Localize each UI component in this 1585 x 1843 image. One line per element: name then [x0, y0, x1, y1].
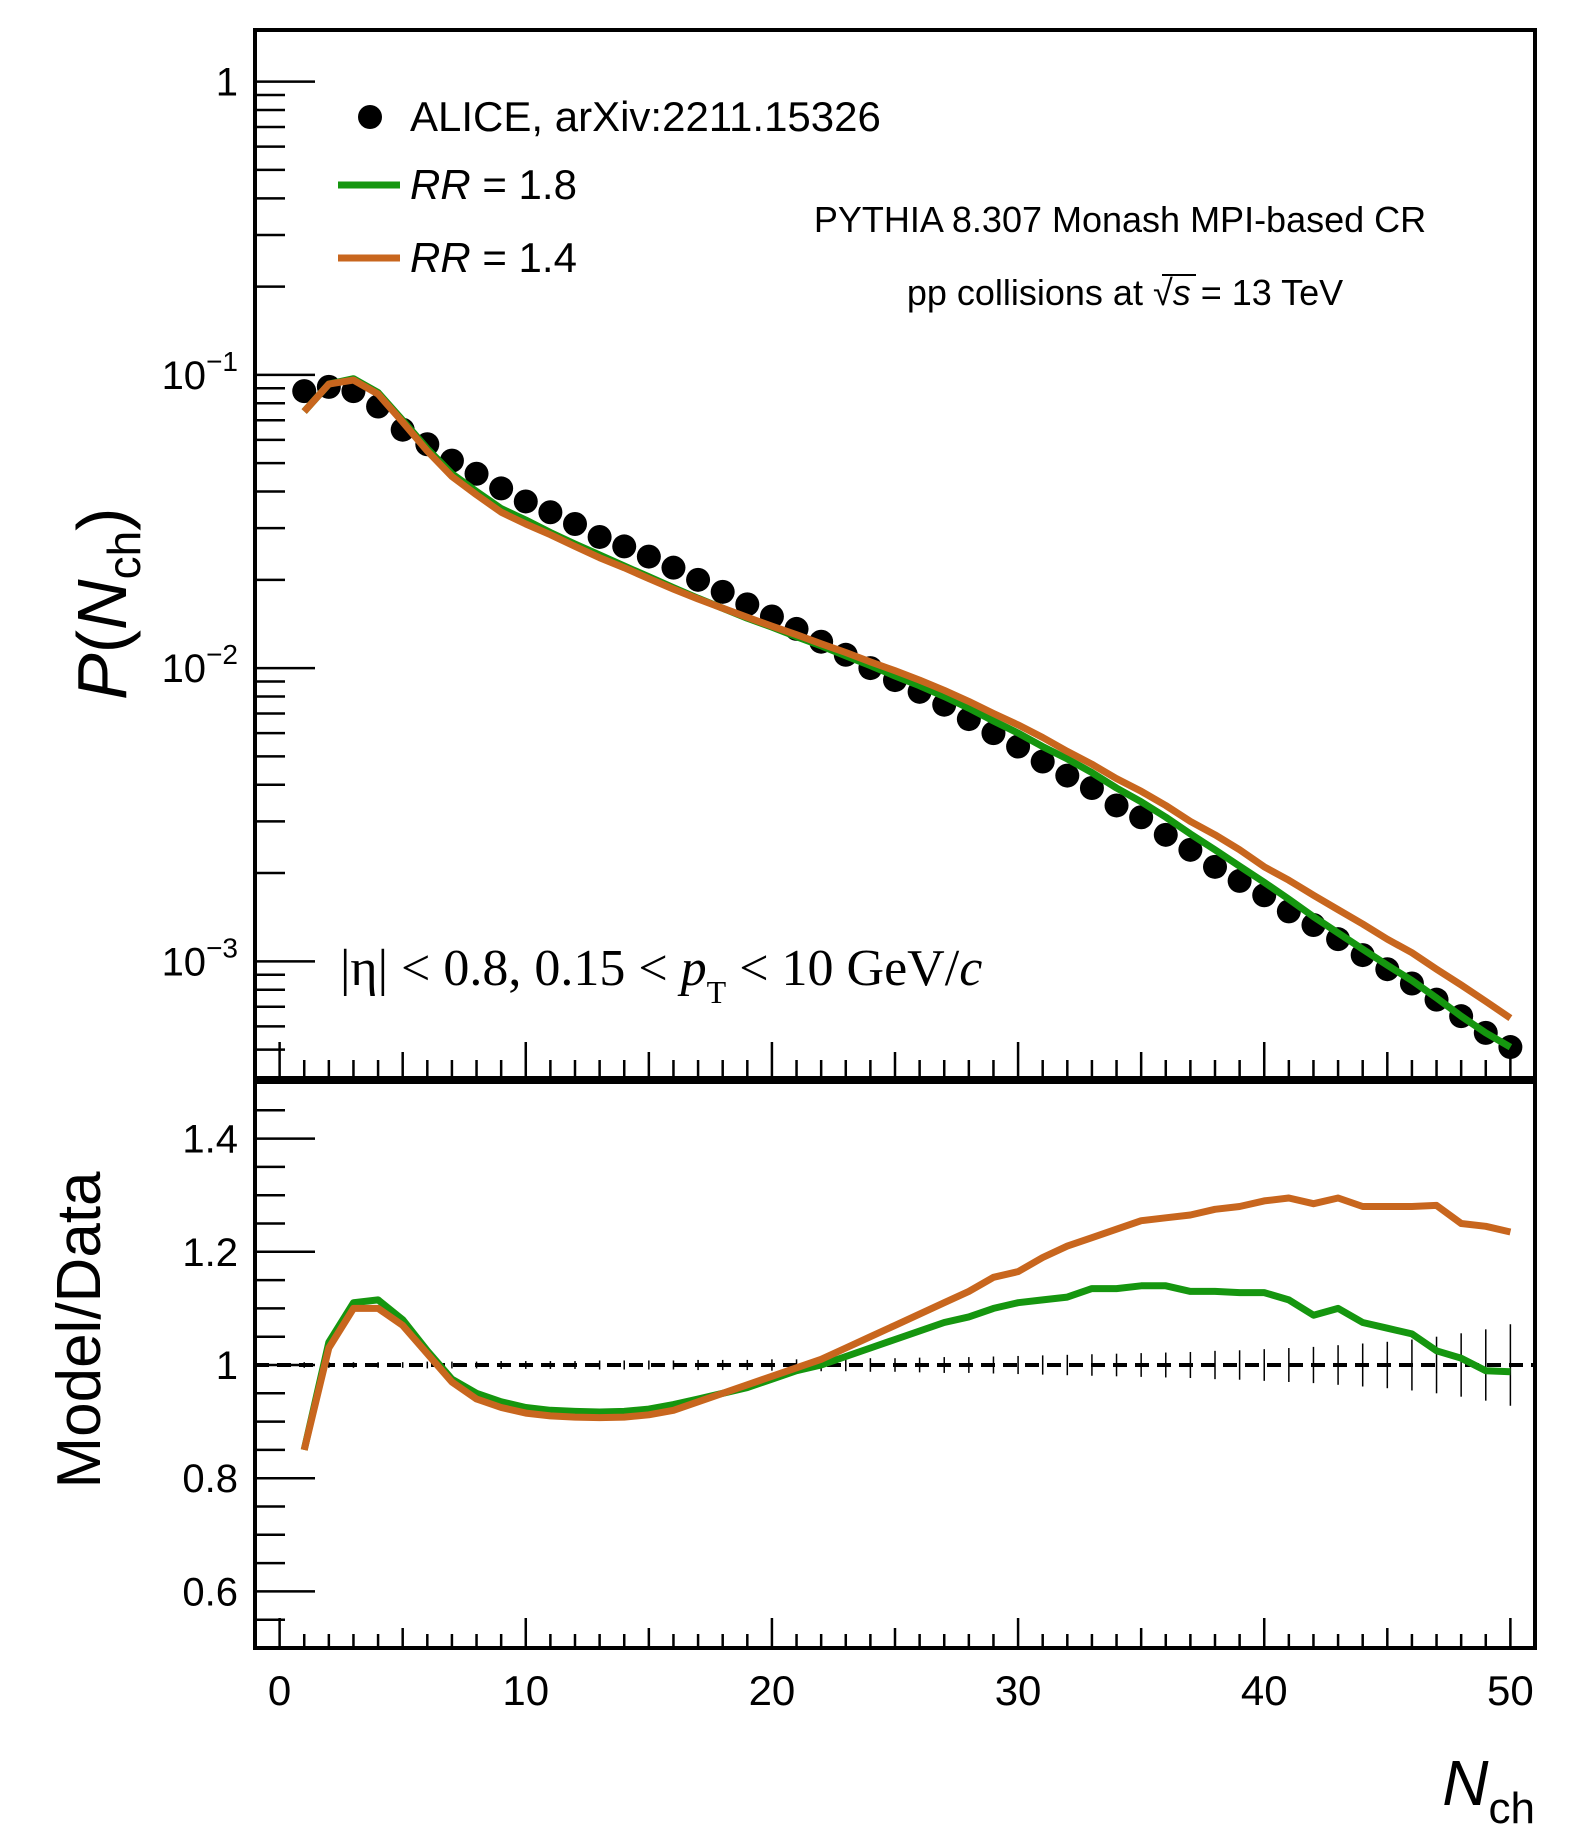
cuts-t: T: [707, 974, 727, 1010]
y-title-close-paren: ): [63, 508, 141, 531]
bottom-x-axis-title: Nch: [1442, 1747, 1535, 1833]
top-y-tick-label: 10−2: [162, 639, 238, 691]
bottom-panel: 0.6 0.8 1 1.2 1.4 0 10 20 30 40 50 Model/Data Nch: [45, 1080, 1537, 1833]
y-title-open-paren: (: [63, 630, 141, 653]
alice-data-point: [1227, 868, 1252, 893]
bottom-x-tick-label: 10: [502, 1667, 549, 1714]
alice-data-point: [1178, 837, 1203, 862]
alice-data-point: [612, 534, 637, 559]
top-y-tick-labels: 110−110−210−3: [162, 61, 238, 985]
alice-data-point: [735, 592, 760, 617]
bottom-y-tick-label: 1.2: [182, 1231, 238, 1275]
bottom-x-tick-labels: 0 10 20 30 40 50: [268, 1667, 1534, 1714]
alice-data-point: [686, 567, 711, 592]
top-y-tick-exp: −1: [206, 346, 238, 377]
alice-data-point: [489, 476, 514, 501]
annotation-collisions-s: s: [1173, 272, 1191, 313]
legend-marker-alice: [358, 105, 382, 129]
top-y-axis-title: P(Nch): [63, 508, 150, 700]
annotation-collisions-space: √: [1143, 272, 1173, 313]
top-plot-frame: [253, 28, 1537, 1080]
bottom-x-tick-label: 0: [268, 1667, 291, 1714]
y-title-sub: ch: [98, 531, 150, 580]
x-title-sub: ch: [1489, 1784, 1535, 1833]
bottom-x-tick-label: 40: [1241, 1667, 1288, 1714]
top-y-tick-base: 10: [162, 354, 207, 398]
top-y-tick-label: 10−3: [162, 932, 238, 984]
alice-data-point: [710, 579, 735, 604]
bottom-series: [300, 1194, 1512, 1451]
top-y-tick-base: 10: [162, 647, 207, 691]
legend-rr18-prefix: RR: [410, 161, 471, 208]
top-y-tick-exp: −3: [206, 932, 238, 963]
bottom-y-axis-title: Model/Data: [45, 1171, 114, 1489]
annotation-collisions-suffix: = 13 TeV: [1201, 272, 1343, 313]
annotation-generator: PYTHIA 8.307 Monash MPI-based CR: [814, 199, 1426, 240]
top-y-tick-base: 10: [162, 940, 207, 984]
top-y-tick-label: 10−1: [162, 346, 238, 398]
legend-rr14-space: [471, 234, 483, 281]
bottom-y-tick-label: 1.4: [182, 1118, 238, 1162]
alice-data-point: [661, 555, 686, 580]
cuts-p: p: [677, 940, 707, 997]
cuts-c: c: [959, 940, 982, 997]
alice-data-point: [513, 489, 538, 514]
top-panel: 110−110−210−3 P(Nch) ALICE, arXiv:2211.1…: [63, 28, 1537, 1080]
top-series: [292, 374, 1523, 1060]
y-title-p: P: [63, 653, 141, 700]
legend-rr14-value: = 1.4: [482, 234, 577, 281]
legend-rr18-value: = 1.8: [482, 161, 577, 208]
legend-rr14-prefix: RR: [410, 234, 471, 281]
legend-label-rr18: RR = 1.8: [410, 161, 577, 208]
alice-data-point: [1104, 793, 1129, 818]
top-series-line: [301, 376, 1513, 1021]
annotation-collisions: pp collisions at √s = 13 TeV: [907, 272, 1343, 313]
bottom-y-tick-label: 0.6: [182, 1570, 238, 1614]
annotation-cuts: |η| < 0.8, 0.15 < pT < 10 GeV/c: [340, 940, 982, 1010]
alice-data-point: [1153, 822, 1178, 847]
annotation-collisions-prefix: pp collisions at: [907, 272, 1143, 313]
alice-data-point: [1006, 734, 1031, 759]
bottom-x-tick-label: 50: [1487, 1667, 1534, 1714]
annotation-collisions-space2: [1191, 272, 1201, 313]
alice-data-point: [1203, 854, 1227, 879]
bottom-x-tick-label: 30: [995, 1667, 1042, 1714]
alice-data-point: [563, 512, 587, 537]
bottom-x-tick-label: 20: [749, 1667, 796, 1714]
top-y-tick-exp: −2: [206, 639, 238, 670]
top-axis-ticks: [255, 80, 1512, 1080]
bottom-y-tick-label: 1: [216, 1344, 238, 1388]
alice-data-point: [292, 379, 317, 404]
top-y-tick-base: 1: [216, 61, 238, 105]
bottom-plot-frame: [253, 1080, 1537, 1650]
y-title-n: N: [63, 579, 141, 630]
legend-rr18-space: [471, 161, 483, 208]
alice-data-point: [1129, 805, 1154, 830]
cuts-eta: |η| < 0.8, 0.15 <: [340, 940, 681, 997]
alice-data-point: [1079, 775, 1104, 800]
legend-label-rr14: RR = 1.4: [410, 234, 577, 281]
alice-data-point: [464, 461, 489, 486]
bottom-y-tick-labels: 0.6 0.8 1 1.2 1.4: [182, 1118, 238, 1615]
alice-data-point: [538, 500, 563, 525]
ratio-series-line: [300, 1194, 1512, 1451]
ratio-series-line: [300, 1282, 1511, 1451]
x-title-n: N: [1442, 1747, 1489, 1819]
cuts-tail: < 10 GeV/: [726, 940, 960, 997]
legend: ALICE, arXiv:2211.15326 RR = 1.8 RR = 1.…: [338, 93, 881, 281]
alice-data-point: [587, 524, 612, 549]
legend-label-alice: ALICE, arXiv:2211.15326: [410, 93, 881, 140]
alice-data-point: [1030, 749, 1055, 774]
alice-data-point: [636, 544, 661, 569]
bottom-axis-ticks: [255, 1109, 1512, 1648]
top-y-tick-label: 1: [216, 61, 238, 105]
bottom-y-tick-label: 0.8: [182, 1457, 238, 1501]
alice-data-point: [1055, 763, 1080, 788]
